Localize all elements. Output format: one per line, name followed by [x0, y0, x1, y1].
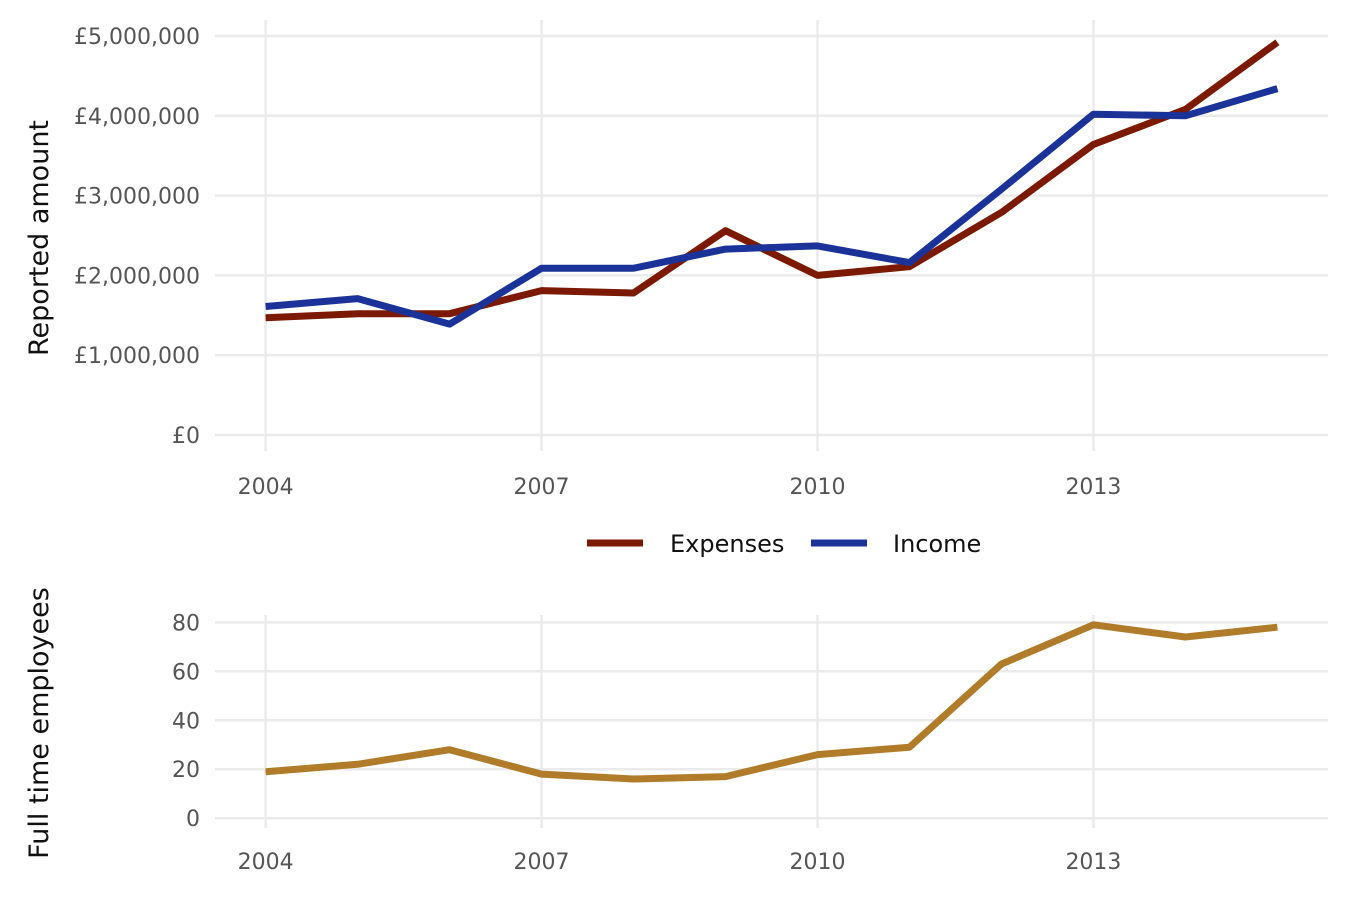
employees-x-tick-label: 2010 — [789, 850, 845, 875]
finance-x-tick-label: 2010 — [789, 475, 845, 500]
employees-y-tick-label: 20 — [172, 758, 200, 783]
employees-x-tick-label: 2004 — [238, 850, 294, 875]
legend-expenses-label: Expenses — [670, 530, 784, 558]
expenses-line — [265, 39, 1280, 322]
finance-y-axis-title: Reported amount — [24, 120, 55, 356]
income-line — [265, 85, 1279, 328]
employees-x-tick-label: 2013 — [1065, 850, 1121, 875]
finance-x-tick-label: 2013 — [1065, 475, 1121, 500]
finance-y-tick-label: £1,000,000 — [74, 344, 200, 369]
employees-chart: 0 20 40 60 80 2004 2007 2010 2013 Full time emplo… — [24, 587, 1328, 875]
employees-y-tick-label: 60 — [172, 660, 200, 685]
finance-y-tick-label: £0 — [172, 424, 200, 449]
finance-y-tick-label: £5,000,000 — [74, 25, 200, 50]
financial-chart: £0 £1,000,000 £2,000,000 £3,000,000 £4,000,0… — [24, 20, 1328, 500]
employees-y-tick-label: 40 — [172, 709, 200, 734]
finance-x-tick-label: 2004 — [238, 475, 294, 500]
legend-income-label: Income — [893, 530, 981, 558]
employees-x-tick-label: 2007 — [514, 850, 570, 875]
finance-y-tick-label: £4,000,000 — [74, 105, 200, 130]
legend: Expenses Income — [587, 530, 981, 558]
employees-y-tick-label: 0 — [186, 807, 200, 832]
finance-x-tick-label: 2007 — [514, 475, 570, 500]
finance-y-tick-label: £3,000,000 — [74, 185, 200, 210]
employees-y-tick-label: 80 — [172, 611, 200, 636]
finance-y-tick-label: £2,000,000 — [74, 264, 200, 289]
employees-y-axis-title: Full time employees — [24, 587, 55, 859]
employees-line — [265, 621, 1278, 783]
